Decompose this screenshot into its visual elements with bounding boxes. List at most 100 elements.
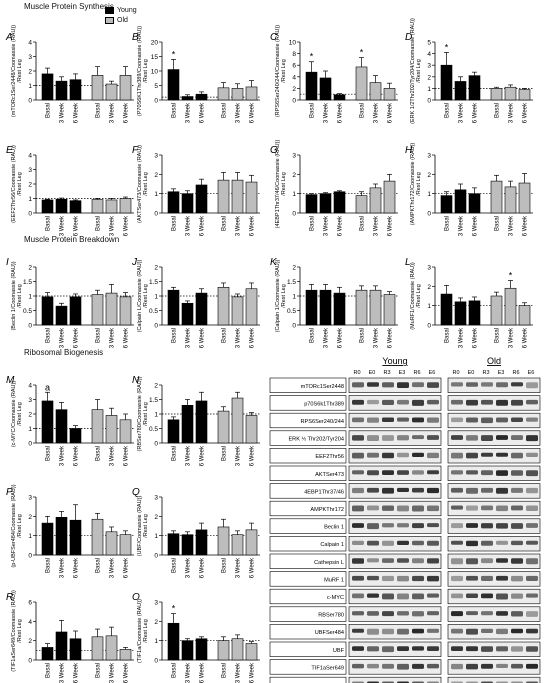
y-tick-label-f-0: 0	[154, 211, 158, 218]
blot-band-young-5-1	[367, 470, 379, 476]
x-tick-label-j-old-2: 6 Week	[250, 327, 256, 348]
panel-letter-m: M	[6, 375, 15, 386]
x-tick-label-g-young-2: 6 Week	[338, 215, 344, 236]
blot-band-old-7-3	[496, 505, 508, 512]
y-axis-label2-j: /Rest Leg	[143, 284, 149, 308]
blot-band-young-13-0	[352, 611, 364, 616]
blot-band-old-5-3	[496, 470, 508, 476]
x-tick-label-f-young-0: Basal	[172, 216, 178, 231]
x-tick-label-i-young-0: Basal	[46, 328, 52, 343]
y-axis-label2-p: /Rest Leg	[17, 514, 23, 538]
blot-band-young-1-5	[427, 399, 439, 405]
bar-g-old-1	[369, 187, 382, 214]
blot-lane-old-2: R3	[482, 370, 489, 376]
panel-letter-j: J	[131, 257, 138, 268]
blot-strip-old-7	[447, 500, 541, 517]
y-axis-label-d: (ERK 1/2Thr202/Tyr204/Coomassie (RAU))	[410, 18, 416, 124]
blot-band-old-2-1	[466, 417, 478, 423]
blot-band-young-16-4	[412, 663, 424, 669]
blot-label-7: AMPKThr172	[310, 507, 344, 513]
x-tick-label-h-old-2: 6 Week	[523, 215, 529, 236]
x-tick-label-k-young-2: 6 Week	[338, 327, 344, 348]
blot-band-young-3-3	[397, 435, 409, 441]
y-axis-label-f: (AKTSer473/Coomassie (RAU))	[137, 145, 143, 223]
blot-band-young-9-0	[352, 540, 364, 546]
blot-label-16: TIF1aSer649	[311, 665, 344, 671]
x-tick-label-g-old-1: 3 Week	[374, 215, 380, 236]
blot-band-young-13-5	[427, 611, 439, 616]
blot-lane-young-4: R6	[413, 370, 420, 376]
blot-band-young-16-0	[352, 663, 364, 669]
legend-young-label: Young	[117, 6, 137, 14]
annotation-b-0: *	[172, 49, 176, 59]
blot-lane-old-3: E3	[498, 370, 505, 376]
blot-strip-young-6	[348, 483, 442, 499]
blot-band-old-14-2	[481, 628, 493, 633]
x-tick-label-e-young-2: 6 Week	[74, 215, 80, 236]
blot-band-old-12-2	[481, 593, 493, 599]
x-tick-label-l-old-2: 6 Week	[523, 327, 529, 348]
section-header-breakdown: Muscle Protein Breakdown	[24, 235, 120, 244]
x-tick-label-q-young-1: 3 Week	[186, 557, 192, 578]
x-tick-label-g-old-2: 6 Week	[388, 215, 394, 236]
x-tick-label-n-young-1: 3 Week	[186, 445, 192, 466]
bar-l-old-2	[518, 305, 531, 326]
x-tick-label-r-old-2: 6 Week	[124, 662, 130, 683]
x-tick-label-j-old-0: Basal	[222, 328, 228, 343]
y-axis-label2-n: /Rest Leg	[143, 402, 149, 426]
blot-band-young-14-0	[352, 628, 364, 633]
blot-label-box-7	[269, 500, 347, 517]
x-tick-label-i-old-0: Basal	[96, 328, 102, 343]
y-tick-label-c-5: 10	[289, 40, 297, 47]
blot-band-old-14-5	[526, 628, 538, 634]
x-tick-label-b-old-2: 6 Week	[250, 102, 256, 123]
blot-band-old-9-4	[511, 540, 523, 546]
panel-letter-p: P	[6, 487, 13, 498]
y-axis-label-a: (mTORc1Ser2448/Coomassie (RAU))	[11, 25, 17, 117]
bar-n-old-0	[217, 410, 230, 444]
y-tick-label-d-2: 2	[427, 74, 431, 81]
x-tick-label-p-old-0: Basal	[96, 558, 102, 573]
blot-band-old-16-5	[526, 663, 538, 669]
y-tick-label-c-0: 0	[292, 98, 296, 105]
y-axis-label-n: (RBSer780/Coomassie (RAU))	[137, 376, 143, 451]
blot-group-old: Old	[487, 356, 501, 366]
blot-lane-young-1: E0	[369, 370, 376, 376]
blot-strip-old-15	[447, 641, 541, 657]
blot-band-young-6-5	[427, 487, 439, 494]
y-tick-label-b-2: 10	[151, 69, 159, 76]
x-tick-label-l-old-0: Basal	[495, 328, 501, 343]
blot-band-old-1-2	[481, 399, 493, 405]
x-tick-label-k-old-1: 3 Week	[374, 327, 380, 348]
blot-band-old-10-0	[451, 558, 463, 565]
blot-strip-young-11	[348, 571, 442, 587]
blot-band-old-10-3	[496, 558, 508, 563]
blot-band-young-12-3	[397, 593, 409, 600]
x-tick-label-b-young-2: 6 Week	[200, 102, 206, 123]
bar-f-old-1	[231, 179, 244, 214]
x-tick-label-b-old-1: 3 Week	[236, 102, 242, 123]
blot-label-12: c-MYC	[327, 595, 344, 601]
x-tick-label-m-young-0: Basal	[46, 446, 52, 461]
x-tick-label-r-old-1: 3 Week	[110, 662, 116, 683]
panel-letter-a: A	[5, 32, 13, 43]
blot-band-old-13-4	[511, 611, 523, 617]
blot-band-young-14-4	[412, 628, 424, 634]
y-tick-label-p-3: 3	[28, 495, 32, 502]
blot-label-box-8	[269, 518, 347, 534]
x-tick-label-b-old-0: Basal	[222, 103, 228, 118]
x-tick-label-c-old-0: Basal	[360, 103, 366, 118]
x-tick-label-l-young-0: Basal	[445, 328, 451, 343]
bar-c-old-0	[355, 66, 368, 101]
blot-band-old-7-2	[481, 505, 493, 511]
bar-h-young-0	[440, 195, 453, 214]
y-axis-label-m: (c-MYC/Coomassie (RAU))	[11, 381, 17, 447]
blot-band-young-12-1	[367, 593, 379, 598]
blot-band-young-10-1	[367, 558, 379, 563]
blot-band-young-9-4	[412, 540, 424, 546]
y-tick-label-q-2: 2	[154, 514, 158, 521]
bar-e-young-0	[41, 199, 54, 214]
x-tick-label-d-old-0: Basal	[495, 103, 501, 118]
bar-j-young-1	[181, 302, 194, 326]
section-header-ribosomal: Ribosomal Biogenesis	[24, 348, 104, 357]
